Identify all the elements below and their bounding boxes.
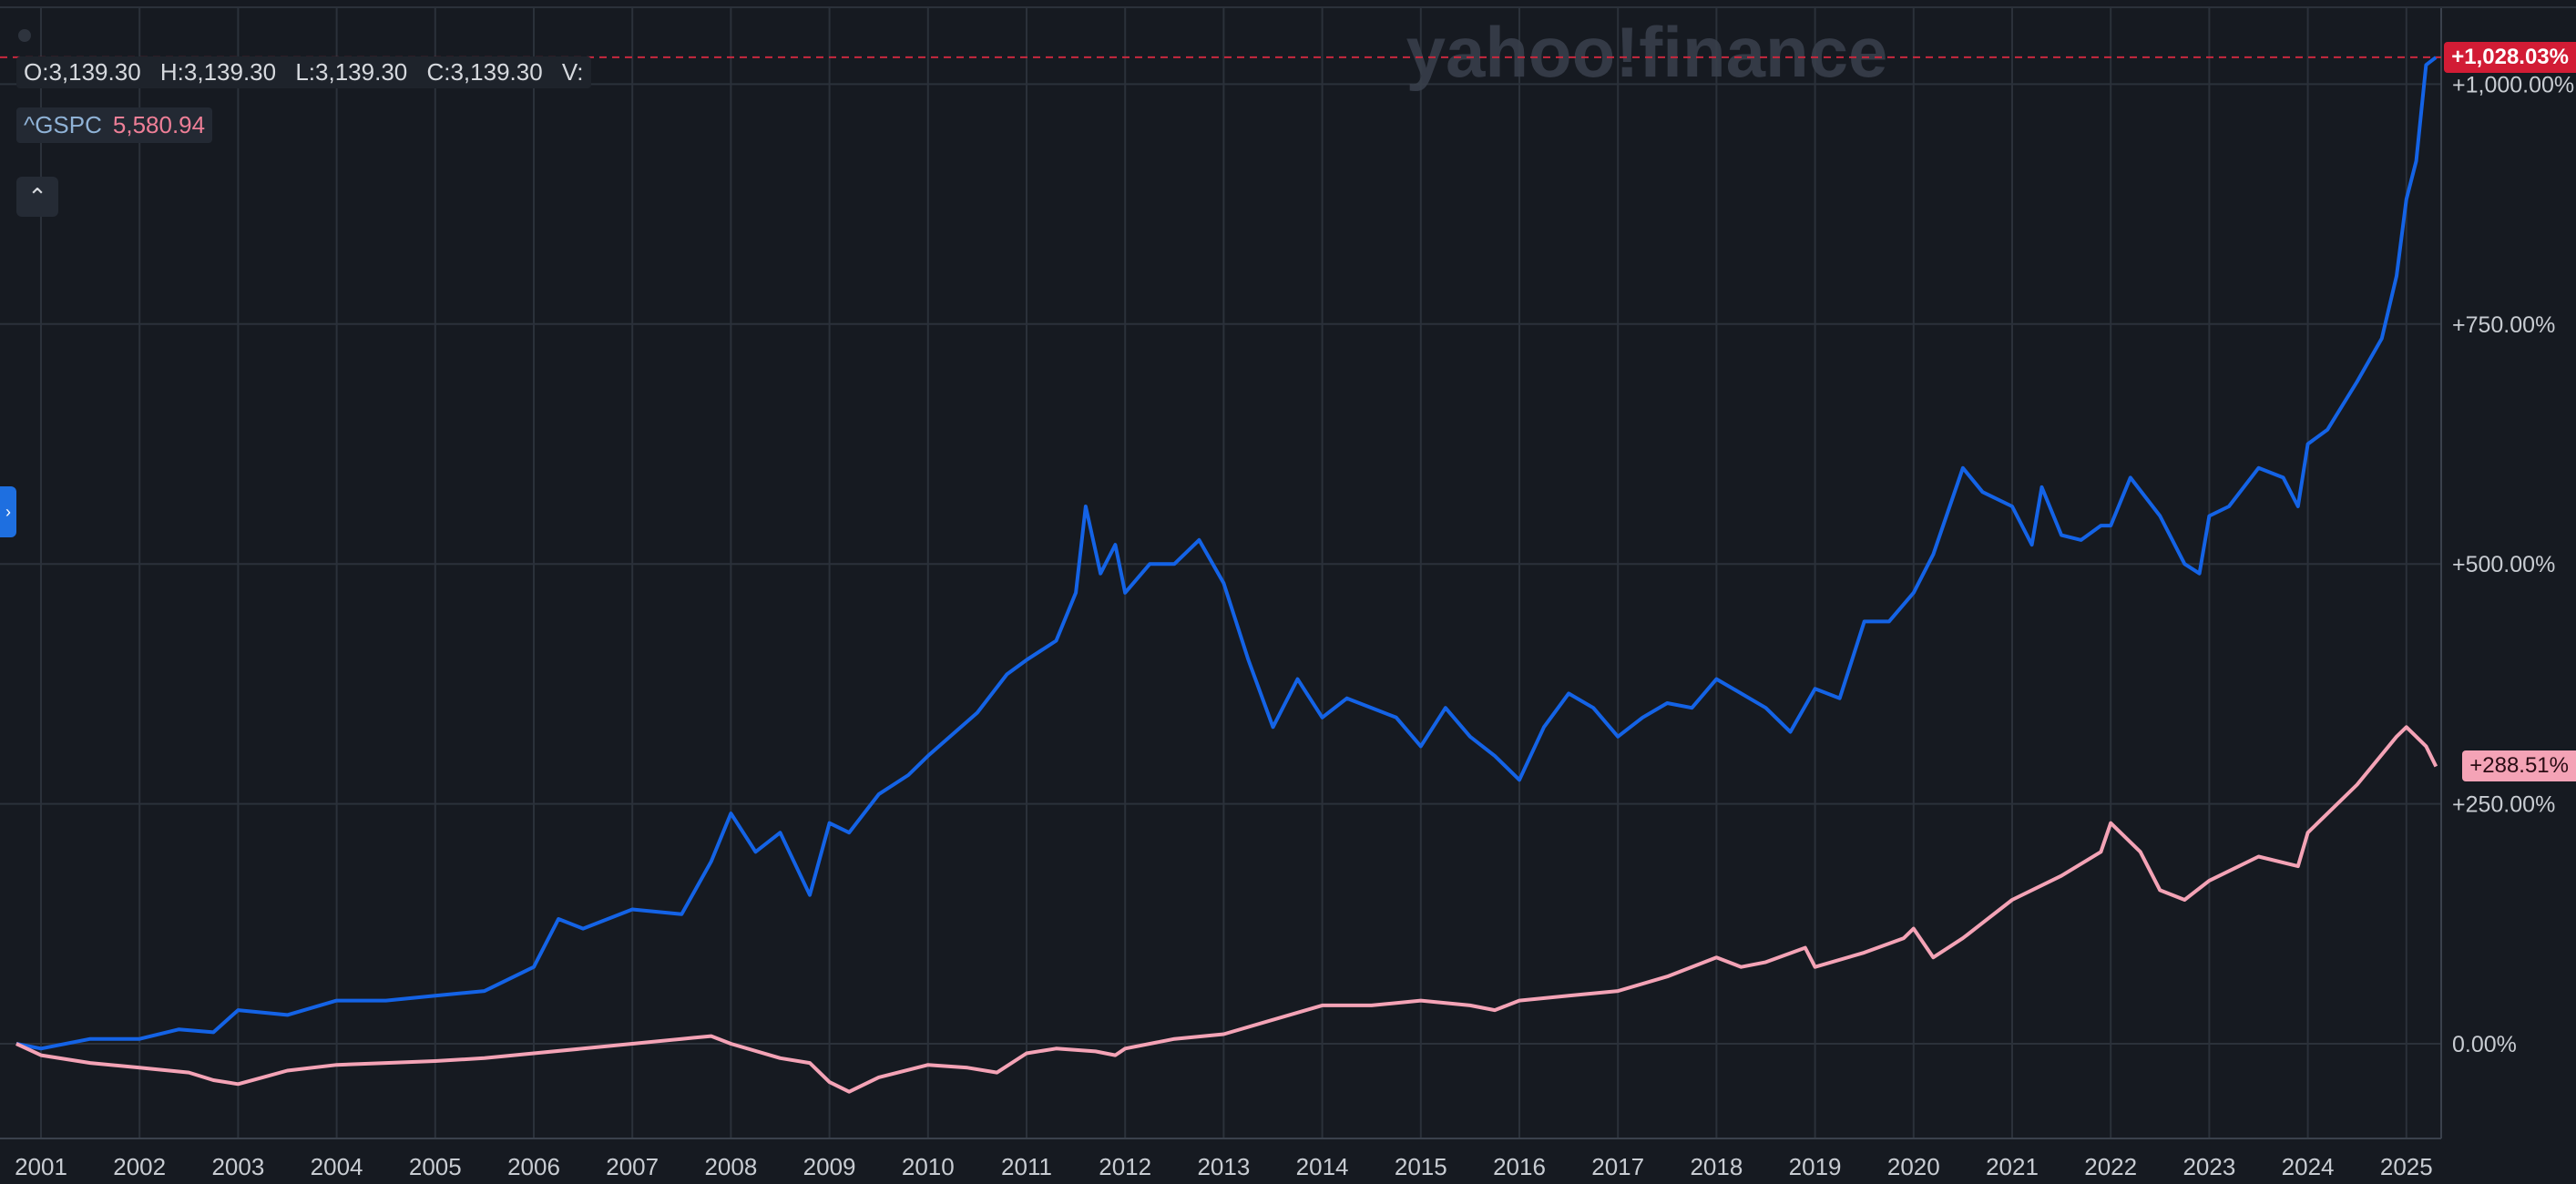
x-tick-label: 2003: [211, 1153, 264, 1180]
x-tick-label: 2021: [1986, 1153, 2039, 1180]
y-tick-label: +1,000.00%: [2452, 72, 2574, 97]
x-tick-label: 2018: [1690, 1153, 1743, 1180]
y-tick-label: +500.00%: [2452, 552, 2555, 577]
expand-sidebar-tab[interactable]: ›: [0, 486, 16, 537]
chart-grid: [0, 7, 2441, 1138]
chevron-right-icon: ›: [5, 502, 11, 521]
x-tick-label: 2001: [15, 1153, 67, 1180]
axis-layer: 2001 2002 2003 2004 2005 2006 2007 2008 2009 2010…: [0, 6, 2576, 1180]
y-tick-label: 0.00%: [2452, 1032, 2517, 1057]
x-tick-label: 2013: [1197, 1153, 1250, 1180]
ohlc-low: L:3,139.30: [295, 58, 408, 86]
blue-series-line: [15, 56, 2438, 1051]
blue-series-last-value-badge: +1,028.03%: [2444, 42, 2576, 73]
x-tick-label: 2014: [1296, 1153, 1349, 1180]
x-tick-label: 2011: [1001, 1153, 1052, 1180]
ohlc-close: C:3,139.30: [426, 58, 543, 86]
x-tick-label: 2020: [1887, 1153, 1940, 1180]
x-tick-label: 2019: [1789, 1153, 1842, 1180]
x-tick-label: 2006: [507, 1153, 560, 1180]
y-tick-label: +250.00%: [2452, 792, 2555, 818]
ohlc-open: O:3,139.30: [24, 58, 141, 86]
x-tick-label: 2010: [902, 1153, 955, 1180]
legend-value: 5,580.94: [112, 111, 206, 138]
x-tick-label: 2016: [1493, 1153, 1546, 1180]
yahoo-finance-watermark: yahoo!finance: [1406, 12, 1888, 92]
ohlc-readout: O:3,139.30 H:3,139.30 L:3,139.30 C:3,139…: [16, 56, 591, 88]
x-tick-label: 2002: [113, 1153, 166, 1180]
pink-series-last-value-badge: +288.51%: [2462, 750, 2576, 781]
x-tick-label: 2023: [2182, 1153, 2235, 1180]
x-tick-label: 2022: [2084, 1153, 2137, 1180]
ohlc-volume: V:: [561, 58, 584, 86]
x-tick-label: 2005: [409, 1153, 462, 1180]
x-tick-label: 2009: [803, 1153, 856, 1180]
x-tick-label: 2008: [704, 1153, 757, 1180]
legend-symbol: ^GSPC: [24, 111, 102, 138]
y-tick-label: +750.00%: [2452, 312, 2555, 338]
x-tick-label: 2012: [1099, 1153, 1151, 1180]
x-tick-label: 2007: [606, 1153, 659, 1180]
x-tick-label: 2004: [311, 1153, 363, 1180]
x-tick-label: 2015: [1395, 1153, 1447, 1180]
chevron-up-icon: ⌃: [27, 182, 47, 210]
x-tick-label: 2017: [1591, 1153, 1644, 1180]
status-dot-icon: [18, 29, 31, 42]
collapse-legend-button[interactable]: ⌃: [16, 177, 58, 217]
series-layer: [15, 56, 2438, 1094]
series-legend[interactable]: ^GSPC 5,580.94: [16, 107, 213, 143]
ohlc-high: H:3,139.30: [159, 58, 277, 86]
pink-series-line: [15, 725, 2438, 1094]
x-tick-label: 2024: [2282, 1153, 2335, 1180]
x-tick-label: 2025: [2380, 1153, 2433, 1180]
